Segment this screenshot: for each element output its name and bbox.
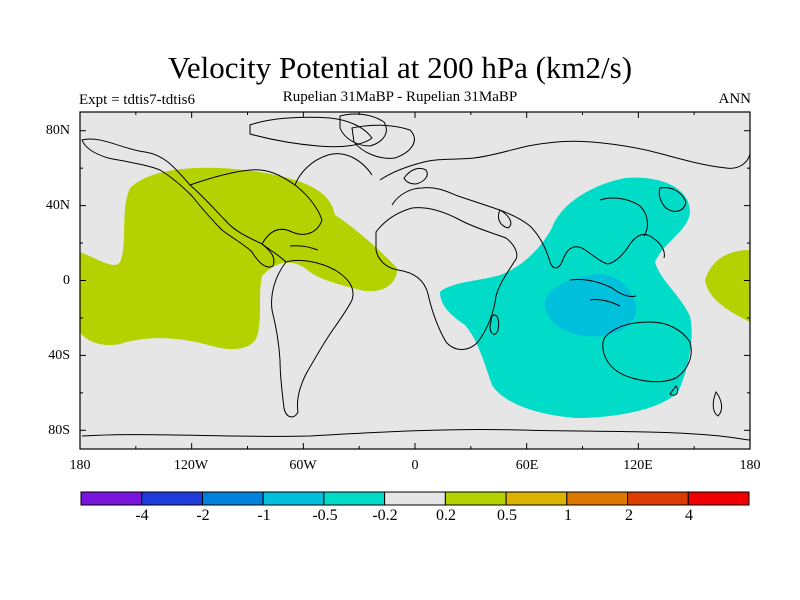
colorbar-label: 1 <box>564 507 572 524</box>
colorbar-label: -2 <box>196 507 210 524</box>
colorbar-label: 0.2 <box>436 507 456 524</box>
positive-anomaly-pacific <box>80 167 398 350</box>
colorbar-swatch <box>141 491 203 506</box>
colorbar-label: -4 <box>135 507 149 524</box>
lon-label-60w: 60W <box>289 458 317 473</box>
colorbar-swatch <box>566 491 629 506</box>
colorbar-swatch <box>687 491 750 506</box>
colorbar-swatch <box>627 491 689 506</box>
colorbar-swatch <box>80 491 143 506</box>
colorbar-swatch <box>323 491 386 506</box>
lat-label-80n: 80N <box>45 123 70 138</box>
lon-label-120w: 120W <box>173 458 209 473</box>
season-label: ANN <box>718 91 752 107</box>
colorbar <box>80 491 750 506</box>
colorbar-swatch <box>201 491 264 506</box>
lon-label-60e: 60E <box>515 458 539 473</box>
colorbar-swatch <box>262 491 325 506</box>
lon-label-0: 0 <box>411 458 419 473</box>
colorbar-label: -0.5 <box>312 507 338 524</box>
lat-label-80s: 80S <box>48 423 70 438</box>
positive-anomaly-dateline-east <box>705 250 750 322</box>
lat-label-0: 0 <box>63 273 70 288</box>
lon-label-180w: 180 <box>69 458 91 473</box>
continent-outlines <box>81 113 750 441</box>
colorbar-label: -0.2 <box>372 507 398 524</box>
lon-label-120e: 120E <box>623 458 653 473</box>
axis-ticks <box>79 112 751 449</box>
colorbar-swatch <box>384 491 446 506</box>
colorbar-swatch <box>505 491 568 506</box>
plot-title: Velocity Potential at 200 hPa (km2/s) <box>167 50 633 85</box>
lat-label-40s: 40S <box>48 348 70 363</box>
colorbar-label: 4 <box>685 507 693 524</box>
experiment-label: Expt = tdtis7-tdtis6 <box>79 92 195 108</box>
plot-subtitle: Rupelian 31MaBP - Rupelian 31MaBP <box>282 89 518 105</box>
colorbar-label: 0.5 <box>497 507 517 524</box>
colorbar-label: -1 <box>257 507 271 524</box>
negative-anomaly-core <box>544 274 636 337</box>
lat-label-40n: 40N <box>45 198 70 213</box>
colorbar-label: 2 <box>625 507 633 524</box>
lon-label-180e: 180 <box>739 458 761 473</box>
colorbar-swatch <box>444 491 507 506</box>
